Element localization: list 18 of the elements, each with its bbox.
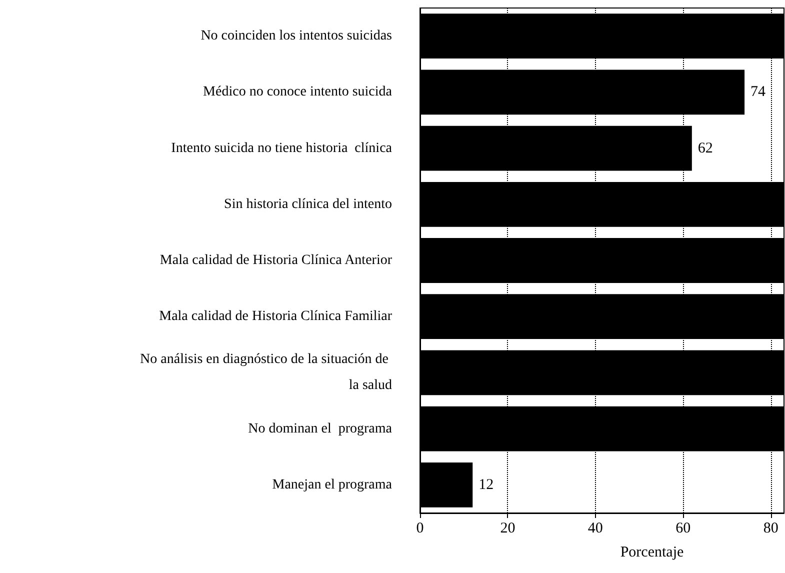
y-tick-label: Mala calidad de Historia Clínica Familiar <box>159 309 392 324</box>
y-tick-label: No coinciden los intentos suicidas <box>200 28 392 44</box>
data-label: 62 <box>698 140 713 156</box>
x-axis-title: Porcentaje <box>620 544 684 560</box>
y-tick-label: Manejan el programa <box>272 477 393 492</box>
y-tick-label: Sin historia clínica del intento <box>224 196 392 212</box>
x-tick-label: 20 <box>500 520 516 536</box>
data-label: 12 <box>478 476 494 493</box>
x-tick-label: 0 <box>416 520 424 536</box>
y-tick-label: No análisis en diagnóstico de la situación de la salud <box>140 352 392 394</box>
y-tick-label: Intento suicida no tiene historia clínica <box>171 140 393 156</box>
x-tick-label: 60 <box>676 520 691 536</box>
x-tick-label: 40 <box>588 520 603 536</box>
y-tick-label: Médico no conoce intento suicida <box>203 84 393 100</box>
data-label: 74 <box>750 84 766 100</box>
y-tick-label: No dominan el programa <box>248 421 393 436</box>
x-tick-label: 80 <box>763 520 778 536</box>
y-tick-label: Mala calidad de Historia Clínica Anterior <box>160 253 392 268</box>
